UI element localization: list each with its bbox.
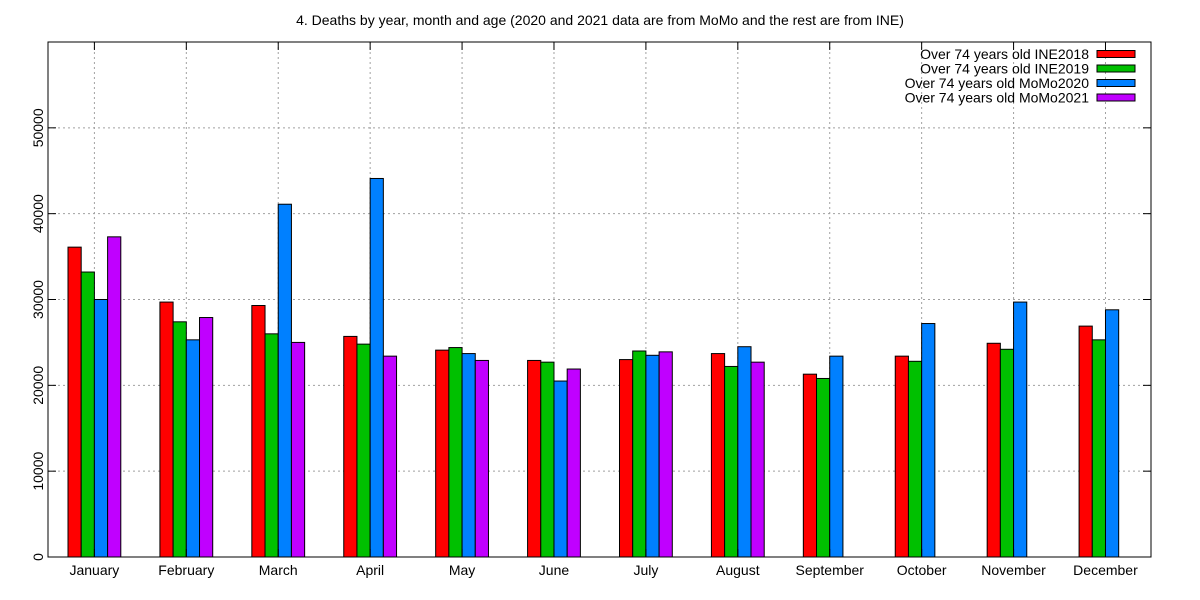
bar-3-may [461, 353, 476, 558]
bar-4-june [566, 368, 581, 558]
x-tick-label: February [158, 562, 214, 578]
x-tick-label: May [449, 562, 475, 578]
x-tick-label: October [897, 562, 947, 578]
y-tick-label: 10000 [30, 451, 46, 490]
bar-4-july [658, 351, 673, 558]
axes-layer: 0 10000 20000 30000 40000 50000 January Februar… [30, 42, 1151, 578]
bar-1-april [343, 335, 358, 558]
x-tick-label: April [356, 562, 384, 578]
bar-2-april [356, 343, 371, 558]
bar-1-july [619, 359, 634, 558]
bar-2-march [264, 333, 279, 558]
bar-2-august [724, 365, 739, 558]
bar-1-november [986, 342, 1001, 558]
bar-1-march [251, 305, 266, 558]
bar-1-december [1078, 325, 1093, 558]
x-tick-label: January [69, 562, 119, 578]
bar-4-april [382, 355, 398, 558]
bar-2-november [999, 348, 1015, 558]
bar-3-july [645, 354, 660, 558]
legend-label: Over 74 years old MoMo2020 [905, 75, 1090, 91]
bar-3-june [553, 380, 568, 558]
bar-3-january [93, 299, 109, 558]
bar-4-february [199, 317, 214, 558]
x-tick-label: July [633, 562, 658, 578]
bar-4-january [107, 236, 122, 558]
legend-swatch [1096, 79, 1136, 87]
bar-2-june [540, 361, 555, 558]
bar-3-august [737, 346, 752, 558]
bar-1-may [435, 349, 450, 558]
bar-3-november [1013, 301, 1028, 558]
legend-swatch [1096, 93, 1136, 102]
bar-3-february [185, 339, 201, 558]
legend-label: Over 74 years old MoMo2021 [905, 90, 1090, 106]
bar-4-may [474, 359, 489, 558]
x-tick-label: March [259, 562, 298, 578]
bar-1-february [159, 301, 174, 558]
x-tick-label: June [539, 562, 570, 578]
bar-3-march [277, 203, 292, 558]
bar-4-august [750, 361, 765, 558]
bar-3-october [921, 323, 936, 558]
chart-title: 4. Deaths by year, month and age (2020 a… [296, 12, 904, 28]
bar-3-april [369, 177, 384, 558]
x-tick-label: August [716, 562, 760, 578]
bar-4-march [290, 341, 306, 558]
y-tick-label: 0 [30, 553, 46, 561]
bar-2-december [1091, 339, 1106, 558]
bar-2-january [80, 271, 95, 558]
grid-layer [48, 42, 1151, 557]
y-tick-label: 50000 [30, 108, 46, 147]
bar-1-august [710, 353, 726, 558]
bar-2-february [172, 321, 187, 558]
x-tick-label: September [795, 562, 864, 578]
bar-2-may [448, 347, 463, 558]
y-tick-label: 40000 [30, 194, 46, 233]
bars-layer [67, 177, 1120, 558]
legend-swatch [1096, 50, 1136, 58]
bar-3-september [829, 355, 844, 558]
legend-swatch [1096, 64, 1136, 73]
bar-2-october [907, 360, 923, 558]
legend-label: Over 74 years old INE2019 [920, 61, 1089, 77]
bar-1-january [67, 246, 82, 558]
x-tick-label: November [981, 562, 1046, 578]
bar-2-july [632, 350, 647, 558]
bar-1-june [527, 359, 542, 558]
x-tick-label: December [1073, 562, 1138, 578]
y-tick-label: 20000 [30, 366, 46, 405]
y-tick-label: 30000 [30, 280, 46, 319]
bar-1-september [802, 373, 818, 558]
legend-label: Over 74 years old INE2018 [920, 46, 1089, 62]
bar-3-december [1104, 309, 1120, 558]
bar-2-september [816, 377, 831, 558]
bar-1-october [894, 355, 909, 558]
